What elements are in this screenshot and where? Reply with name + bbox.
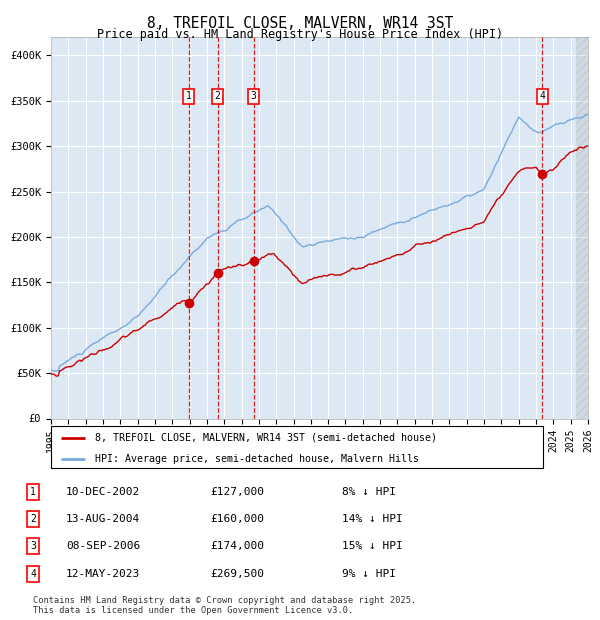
Text: 8, TREFOIL CLOSE, MALVERN, WR14 3ST (semi-detached house): 8, TREFOIL CLOSE, MALVERN, WR14 3ST (sem… [95, 433, 437, 443]
Text: HPI: Average price, semi-detached house, Malvern Hills: HPI: Average price, semi-detached house,… [95, 454, 419, 464]
Text: 4: 4 [539, 91, 545, 101]
Text: 1: 1 [30, 487, 36, 497]
Text: Contains HM Land Registry data © Crown copyright and database right 2025.
This d: Contains HM Land Registry data © Crown c… [33, 596, 416, 615]
Text: 8% ↓ HPI: 8% ↓ HPI [342, 487, 396, 497]
Text: 2: 2 [215, 91, 221, 101]
Text: 3: 3 [30, 541, 36, 551]
Text: 1: 1 [185, 91, 191, 101]
Text: 3: 3 [251, 91, 256, 101]
Text: 4: 4 [30, 569, 36, 579]
FancyBboxPatch shape [51, 426, 543, 468]
Text: 13-AUG-2004: 13-AUG-2004 [66, 514, 140, 524]
Text: 14% ↓ HPI: 14% ↓ HPI [342, 514, 403, 524]
Bar [576, 37, 588, 418]
Text: £127,000: £127,000 [210, 487, 264, 497]
Text: £160,000: £160,000 [210, 514, 264, 524]
Text: Price paid vs. HM Land Registry's House Price Index (HPI): Price paid vs. HM Land Registry's House … [97, 28, 503, 41]
Text: 8, TREFOIL CLOSE, MALVERN, WR14 3ST: 8, TREFOIL CLOSE, MALVERN, WR14 3ST [147, 16, 453, 31]
Text: 08-SEP-2006: 08-SEP-2006 [66, 541, 140, 551]
Text: 10-DEC-2002: 10-DEC-2002 [66, 487, 140, 497]
Text: 12-MAY-2023: 12-MAY-2023 [66, 569, 140, 579]
Text: 2: 2 [30, 514, 36, 524]
Text: 15% ↓ HPI: 15% ↓ HPI [342, 541, 403, 551]
Text: 9% ↓ HPI: 9% ↓ HPI [342, 569, 396, 579]
Text: £269,500: £269,500 [210, 569, 264, 579]
Text: £174,000: £174,000 [210, 541, 264, 551]
